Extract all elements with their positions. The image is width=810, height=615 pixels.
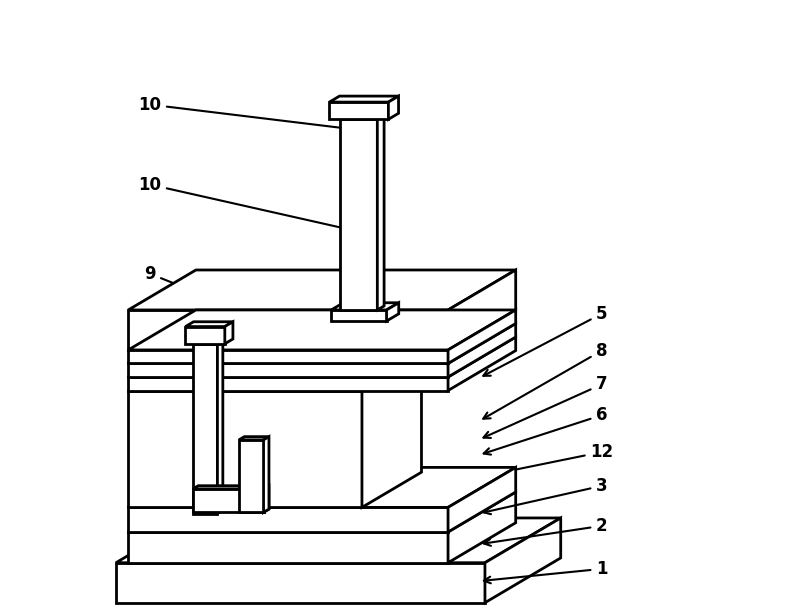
Polygon shape [389, 96, 399, 119]
Text: 1: 1 [484, 560, 608, 583]
Polygon shape [128, 270, 516, 310]
Polygon shape [116, 518, 561, 563]
Polygon shape [330, 102, 389, 119]
Text: 3: 3 [484, 477, 608, 514]
Polygon shape [185, 322, 233, 327]
Polygon shape [330, 96, 399, 102]
Polygon shape [331, 303, 399, 310]
Polygon shape [217, 341, 223, 514]
Polygon shape [193, 486, 269, 489]
Polygon shape [128, 507, 448, 532]
Polygon shape [128, 532, 448, 563]
Polygon shape [128, 377, 448, 391]
Polygon shape [128, 337, 516, 377]
Polygon shape [239, 440, 263, 512]
Polygon shape [128, 350, 448, 363]
Text: 5: 5 [484, 304, 608, 376]
Polygon shape [340, 116, 384, 119]
Polygon shape [485, 518, 561, 603]
Polygon shape [193, 341, 223, 344]
Polygon shape [225, 322, 233, 344]
Polygon shape [193, 489, 263, 512]
Polygon shape [448, 467, 516, 532]
Text: 8: 8 [484, 341, 608, 419]
Text: 10: 10 [139, 175, 363, 234]
Polygon shape [340, 119, 377, 310]
Polygon shape [448, 323, 516, 377]
Polygon shape [448, 270, 516, 350]
Polygon shape [128, 355, 421, 391]
Polygon shape [377, 116, 384, 310]
Polygon shape [128, 323, 516, 363]
Text: 9: 9 [144, 326, 207, 361]
Polygon shape [448, 310, 516, 363]
Polygon shape [128, 391, 362, 507]
Text: 7: 7 [484, 375, 608, 438]
Polygon shape [448, 492, 516, 563]
Polygon shape [128, 363, 448, 377]
Polygon shape [185, 327, 225, 344]
Text: 12: 12 [441, 443, 613, 486]
Text: 10: 10 [139, 95, 373, 134]
Polygon shape [239, 437, 269, 440]
Polygon shape [128, 467, 516, 507]
Polygon shape [448, 337, 516, 391]
Polygon shape [362, 355, 421, 507]
Polygon shape [263, 486, 269, 512]
Polygon shape [193, 344, 217, 514]
Polygon shape [386, 303, 399, 321]
Text: 6: 6 [484, 406, 608, 454]
Polygon shape [263, 437, 269, 512]
Polygon shape [331, 310, 386, 321]
Polygon shape [128, 310, 516, 350]
Text: 9: 9 [144, 264, 222, 303]
Polygon shape [116, 563, 485, 603]
Polygon shape [128, 310, 448, 350]
Polygon shape [128, 492, 516, 532]
Text: 2: 2 [484, 517, 608, 546]
